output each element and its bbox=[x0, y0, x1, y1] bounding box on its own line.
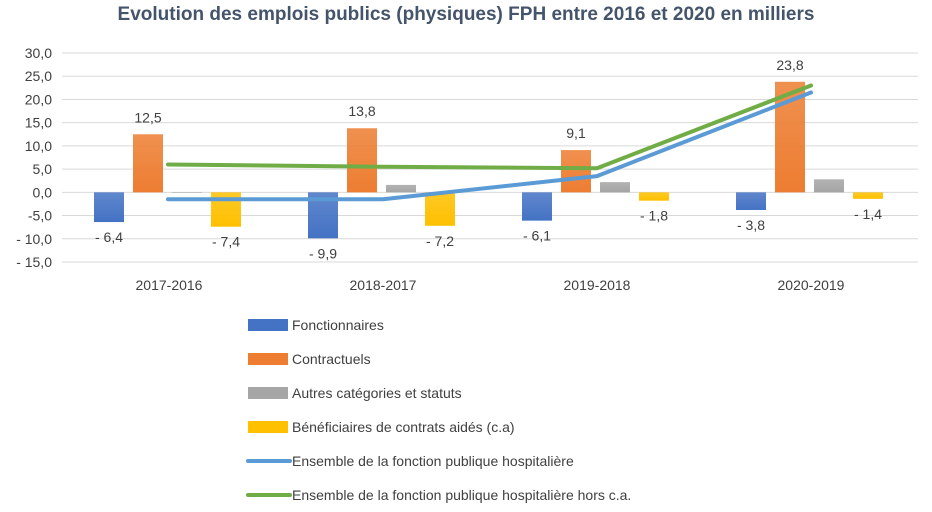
bar-b-n-ficiaires-de-contrats-aid-s-c-a- bbox=[425, 192, 455, 226]
x-category-label: 2019-2018 bbox=[564, 277, 631, 293]
bar-fonctionnaires bbox=[736, 192, 766, 210]
legend-swatch bbox=[248, 319, 288, 331]
bar-autres-cat-gories-et-statuts bbox=[600, 182, 630, 193]
line-ensemble-de-la-fonction-publique-hospitali-re bbox=[166, 90, 813, 202]
y-tick-label: 0,0 bbox=[33, 184, 53, 200]
legend-entry: Bénéficiaires de contrats aidés (c.a) bbox=[292, 419, 515, 435]
bar-b-n-ficiaires-de-contrats-aid-s-c-a- bbox=[639, 192, 669, 201]
bar-contractuels bbox=[347, 128, 377, 193]
data-label: - 7,2 bbox=[426, 233, 454, 249]
y-tick-label: 20,0 bbox=[25, 91, 52, 107]
y-tick-label: 30,0 bbox=[25, 45, 52, 61]
legend-entry: Contractuels bbox=[292, 351, 371, 367]
data-label: - 6,1 bbox=[523, 228, 551, 244]
bar-contractuels bbox=[133, 134, 163, 193]
bar-autres-cat-gories-et-statuts bbox=[386, 184, 416, 193]
y-tick-label: - 10,0 bbox=[16, 231, 52, 247]
x-category-label: 2018-2017 bbox=[350, 277, 417, 293]
legend-entry: Ensemble de la fonction publique hospita… bbox=[292, 487, 631, 503]
data-label: - 3,8 bbox=[737, 217, 765, 233]
legend-entry: Ensemble de la fonction publique hospita… bbox=[292, 453, 574, 469]
bar-fonctionnaires bbox=[522, 192, 552, 221]
bar-contractuels bbox=[561, 150, 591, 193]
data-label: 13,8 bbox=[348, 103, 375, 119]
y-tick-label: 15,0 bbox=[25, 115, 52, 131]
legend-swatch bbox=[248, 353, 288, 365]
data-label: - 1,8 bbox=[640, 208, 668, 224]
y-tick-label: 10,0 bbox=[25, 138, 52, 154]
data-label: 12,5 bbox=[134, 109, 161, 125]
legend-entry: Fonctionnaires bbox=[292, 317, 384, 333]
data-label: - 9,9 bbox=[309, 245, 337, 261]
y-tick-label: -5,0 bbox=[28, 208, 52, 224]
legend-swatch bbox=[248, 387, 288, 399]
legend-layer: Fonctionnaires Contractuels Autres catégor… bbox=[246, 317, 631, 503]
bar-fonctionnaires bbox=[94, 192, 124, 223]
grid-layer: 30,0 25,0 20,0 15,0 10,0 5,0 0,0 -5,0 - 10,0 - 15… bbox=[16, 45, 918, 270]
y-tick-label: - 15,0 bbox=[16, 254, 52, 270]
chart-title: Evolution des emplois publics (physiques… bbox=[117, 4, 815, 25]
data-label: 23,8 bbox=[776, 57, 803, 73]
data-label: - 6,4 bbox=[95, 229, 123, 245]
bar-autres-cat-gories-et-statuts bbox=[814, 179, 844, 193]
label-layer: 2017-2016 2018-2017 2019-2018 2020-2019 - 6,… bbox=[95, 57, 882, 293]
bar-b-n-ficiaires-de-contrats-aid-s-c-a- bbox=[853, 192, 883, 199]
data-label: - 7,4 bbox=[212, 234, 240, 250]
legend-entry: Autres catégories et statuts bbox=[292, 385, 462, 401]
y-tick-label: 25,0 bbox=[25, 68, 52, 84]
line-ensemble-de-la-fonction-publique-hospitali-re-hors-c-a- bbox=[166, 83, 813, 171]
legend-swatch bbox=[248, 421, 288, 433]
x-category-label: 2020-2019 bbox=[778, 277, 845, 293]
bar-layer bbox=[94, 81, 883, 239]
line-layer bbox=[166, 83, 813, 202]
data-label: - 1,4 bbox=[854, 206, 882, 222]
bar-autres-cat-gories-et-statuts bbox=[172, 192, 202, 193]
data-label: 9,1 bbox=[566, 125, 586, 141]
y-tick-label: 5,0 bbox=[33, 161, 53, 177]
x-category-label: 2017-2016 bbox=[136, 277, 203, 293]
